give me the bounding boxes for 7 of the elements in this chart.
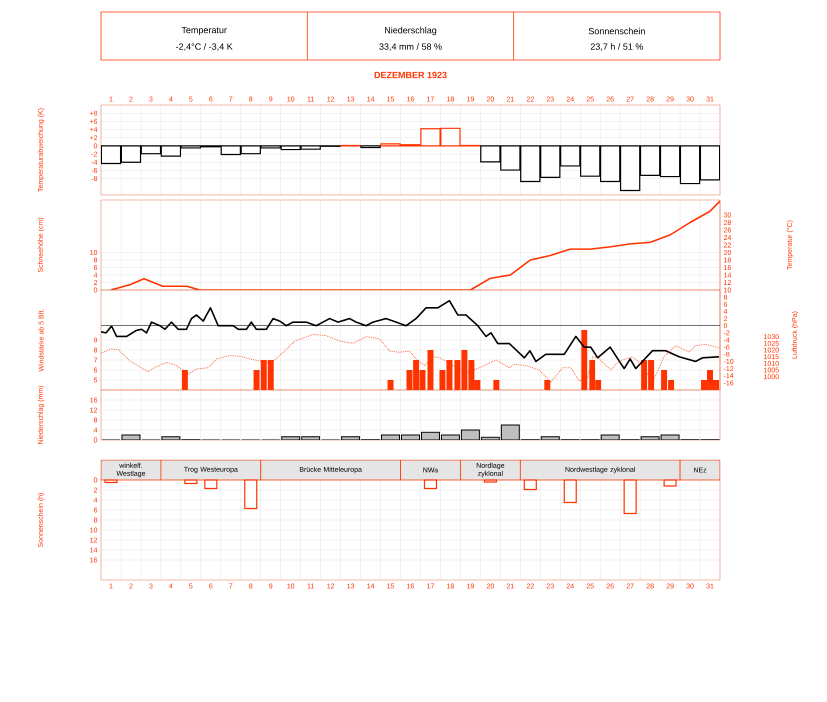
text: -2,4°C / -3,4 K	[176, 43, 233, 51]
text: Niederschlag	[384, 26, 436, 36]
text: 23,7 h / 51 %	[590, 43, 644, 51]
text: Temperatur	[182, 26, 227, 36]
text: Sonnenschein	[588, 28, 645, 34]
text: 33,4 mm / 58 %	[379, 43, 442, 51]
chart-title: DEZEMBER 1923	[374, 72, 447, 78]
